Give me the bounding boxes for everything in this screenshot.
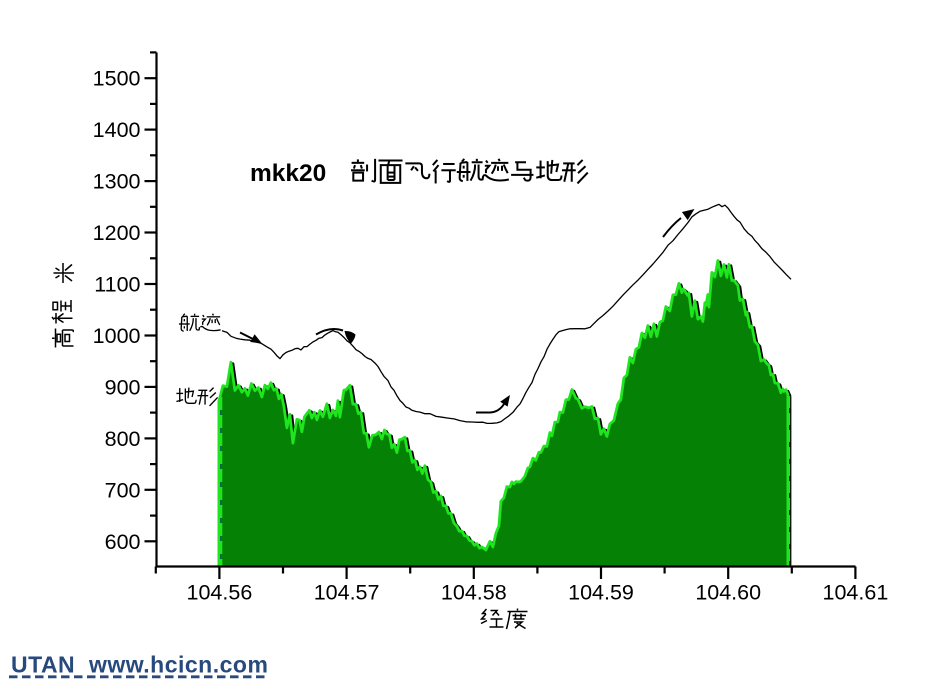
svg-text:1000: 1000	[93, 324, 141, 348]
svg-text:600: 600	[105, 530, 141, 554]
svg-text:1300: 1300	[93, 170, 141, 194]
svg-text:1100: 1100	[94, 273, 140, 297]
svg-text:104.58: 104.58	[441, 581, 507, 605]
svg-text:700: 700	[105, 478, 141, 502]
svg-text:104.61: 104.61	[823, 581, 889, 605]
svg-text:104.60: 104.60	[695, 581, 761, 605]
svg-text:104.56: 104.56	[187, 581, 253, 605]
svg-text:104.59: 104.59	[568, 581, 634, 605]
svg-text:UTAN www.hcicn.com: UTAN www.hcicn.com	[11, 652, 268, 678]
svg-text:1500: 1500	[93, 67, 141, 91]
svg-text:1400: 1400	[93, 118, 141, 142]
svg-text:800: 800	[105, 427, 141, 451]
svg-text:104.57: 104.57	[314, 581, 380, 605]
svg-text:900: 900	[105, 375, 141, 399]
svg-text:mkk20: mkk20	[250, 160, 326, 187]
svg-text:1200: 1200	[93, 221, 141, 245]
